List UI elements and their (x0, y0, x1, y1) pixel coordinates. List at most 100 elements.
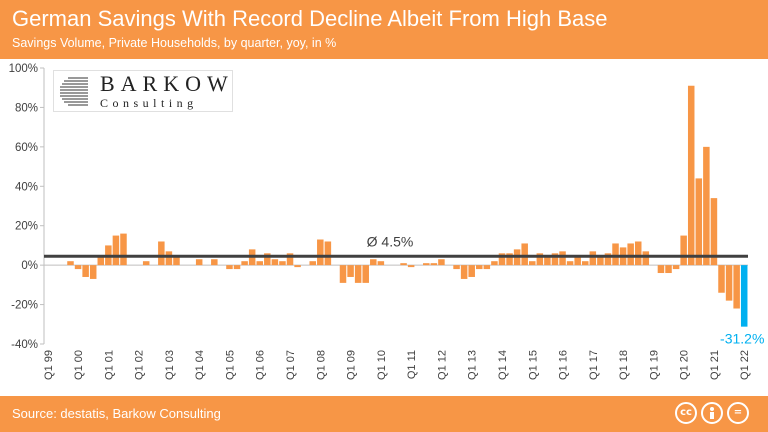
x-tick-label: Q1 05 (224, 350, 236, 380)
bar (612, 243, 619, 266)
bar (195, 259, 203, 266)
bar (498, 253, 506, 266)
x-tick-label: Q1 19 (648, 350, 660, 380)
bar (211, 259, 218, 266)
bar (672, 265, 680, 270)
attribution-icon[interactable] (701, 402, 723, 424)
bar (89, 265, 97, 279)
bar (604, 253, 612, 266)
bar (82, 265, 89, 277)
bar (665, 265, 672, 274)
bar (241, 261, 248, 266)
bar (634, 241, 642, 266)
x-tick-label: Q1 06 (255, 350, 267, 380)
bar (430, 263, 438, 266)
x-tick-label: Q1 15 (527, 350, 539, 380)
x-tick-label: Q1 17 (588, 350, 600, 380)
x-tick-label: Q1 01 (103, 350, 115, 380)
bar (294, 265, 301, 268)
y-tick-label: 20% (15, 221, 38, 233)
bar (362, 265, 369, 283)
bar (657, 265, 665, 274)
bar (536, 253, 544, 266)
bar (680, 235, 687, 266)
bar (354, 265, 362, 283)
x-tick-label: Q1 08 (315, 350, 327, 380)
y-tick-label: -40% (11, 339, 38, 351)
bar (687, 85, 695, 266)
x-tick-label: Q1 16 (558, 350, 570, 380)
bar (438, 259, 445, 266)
logo-name: BARKOW (100, 71, 234, 96)
bar (317, 239, 324, 266)
bar (566, 261, 574, 266)
y-tick-label: 60% (15, 142, 38, 154)
y-tick-label: 80% (15, 102, 38, 114)
bar (271, 259, 279, 266)
bar (309, 261, 316, 266)
x-tick-label: Q1 09 (346, 350, 358, 380)
x-tick-label: Q1 04 (194, 350, 206, 380)
bar (529, 261, 536, 266)
bar (324, 241, 332, 266)
bar (521, 243, 528, 266)
x-tick-label: Q1 02 (134, 350, 146, 380)
bar (710, 198, 718, 266)
bar (279, 261, 286, 266)
y-tick-label: -20% (11, 300, 38, 312)
barkow-logo: BARKOW Consulting (53, 70, 233, 112)
x-tick-label: Q1 03 (164, 350, 176, 380)
bar (264, 253, 271, 266)
bar (559, 251, 566, 266)
y-tick-label: 0% (21, 260, 38, 272)
bar (589, 251, 597, 266)
bar (491, 261, 498, 266)
x-tick-label: Q1 11 (406, 350, 418, 379)
logo-tagline: Consulting (100, 96, 198, 110)
x-tick-label: Q1 18 (618, 350, 630, 380)
bar (67, 261, 74, 266)
x-tick-label: Q1 99 (43, 350, 55, 380)
y-tick-label: 40% (15, 181, 38, 193)
bar (740, 265, 748, 327)
source-note: Source: destatis, Barkow Consulting (12, 406, 221, 421)
bar (627, 243, 634, 266)
bar (423, 263, 430, 266)
bar (377, 261, 385, 266)
bar (703, 146, 710, 266)
bar (142, 261, 150, 266)
x-tick-label: Q1 22 (739, 350, 751, 380)
bar (460, 265, 468, 279)
bar (97, 255, 105, 266)
header-banner: German Savings With Record Decline Albei… (0, 0, 768, 59)
bar (120, 233, 127, 266)
bar (468, 265, 475, 277)
bar (718, 265, 725, 293)
bar (544, 255, 551, 266)
bar-chart: 100% 80% 60% 40% 20% 0% -20% -40% Ø 4.5% -31.2% Q1… (9, 63, 765, 380)
bar (574, 257, 581, 266)
cc-license-icon[interactable]: cc (675, 402, 697, 424)
logo-mark-icon (60, 77, 88, 106)
bar (286, 253, 294, 266)
bar (74, 265, 82, 270)
chart-title: German Savings With Record Decline Albei… (12, 6, 608, 31)
bar (370, 259, 377, 266)
bar (407, 265, 415, 268)
bar (173, 255, 180, 266)
x-tick-label: Q1 13 (467, 350, 479, 380)
bar (233, 265, 241, 270)
bar (733, 265, 740, 309)
y-tick-label: 100% (9, 63, 38, 75)
bar (226, 265, 233, 270)
x-tick-label: Q1 20 (679, 350, 691, 380)
bar (339, 265, 347, 283)
x-tick-label: Q1 00 (73, 350, 85, 380)
bar (158, 241, 165, 266)
x-tick-label: Q1 07 (285, 350, 297, 380)
x-tick-label: Q1 10 (376, 350, 388, 380)
average-label: Ø 4.5% (367, 233, 414, 249)
bar (642, 251, 650, 266)
no-derivatives-icon[interactable]: = (727, 402, 749, 424)
